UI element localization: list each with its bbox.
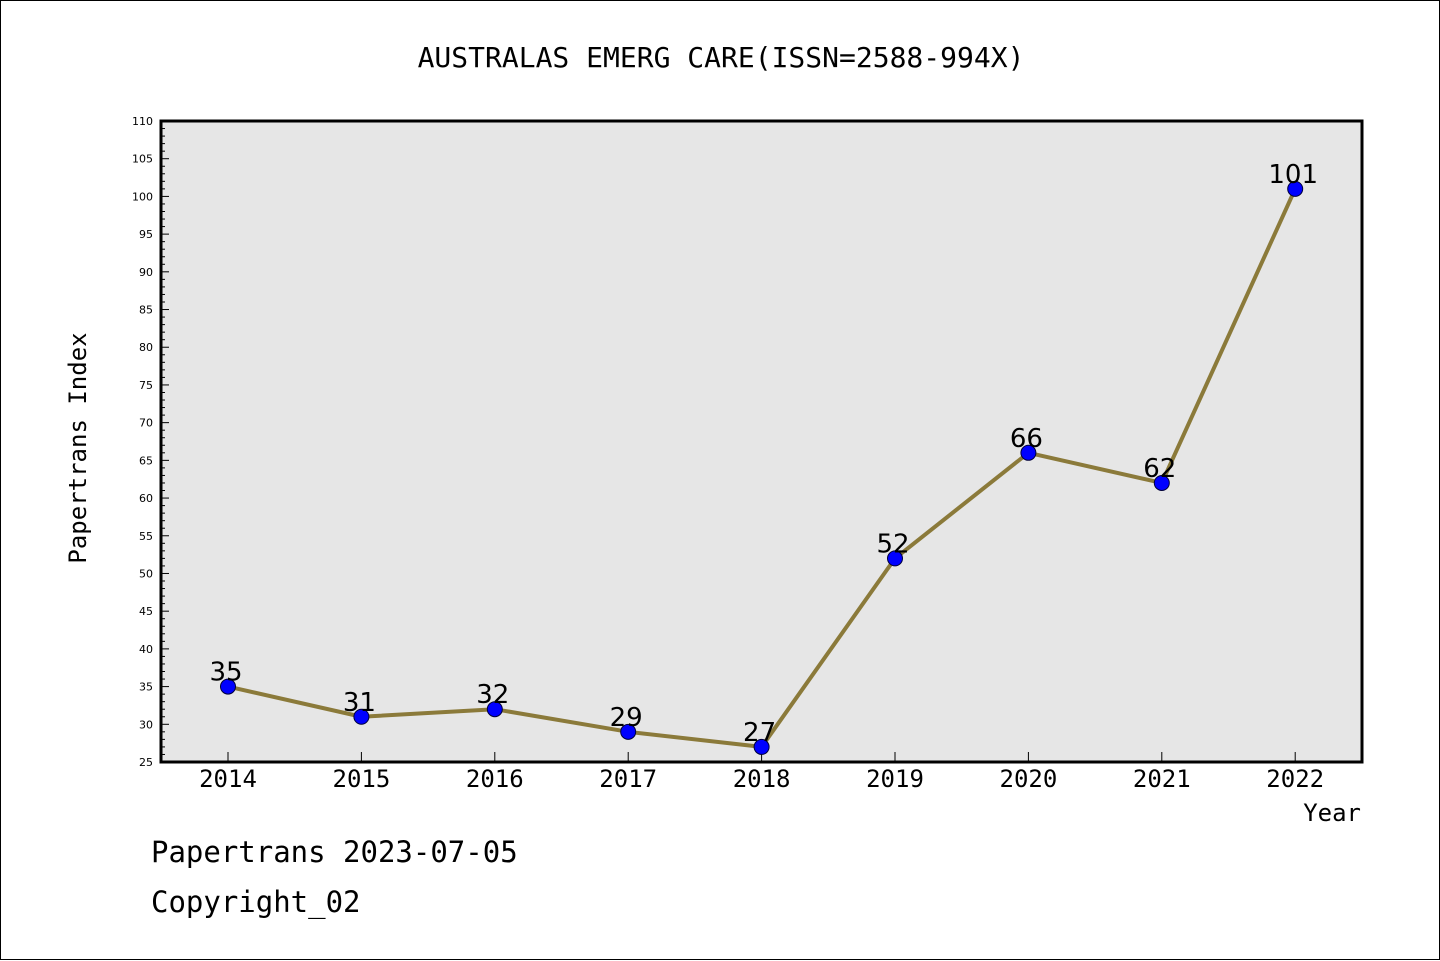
- data-label: 27: [743, 718, 776, 748]
- data-label: 66: [1010, 424, 1043, 454]
- data-point: [220, 678, 236, 695]
- y-tick-label: 70: [139, 417, 153, 430]
- data-label: 31: [343, 688, 376, 718]
- data-label: 32: [476, 680, 509, 710]
- y-tick-label: 50: [139, 567, 153, 580]
- x-tick-label: 2021: [1133, 765, 1191, 793]
- data-label: 35: [209, 658, 242, 688]
- y-tick-label: 30: [139, 718, 153, 731]
- x-tick-label: 2020: [1000, 765, 1058, 793]
- data-label: 29: [610, 703, 643, 733]
- y-tick-label: 90: [139, 266, 153, 279]
- data-point: [486, 701, 503, 718]
- data-point: [887, 550, 903, 567]
- data-label: 52: [876, 529, 909, 559]
- y-tick-label: 25: [139, 756, 153, 769]
- x-tick-label: 2019: [866, 765, 924, 793]
- x-tick-label: 2016: [466, 765, 524, 793]
- footer-copyright: Copyright_02: [151, 885, 361, 919]
- data-point: [1020, 444, 1037, 461]
- y-tick-label: 75: [139, 379, 153, 392]
- y-tick-label: 45: [139, 605, 153, 618]
- y-axis: 25 30 35 40 45 50 55 60 65 70 75 80 85 90 95 100 105 110: [132, 115, 169, 769]
- x-tick-label: 2017: [599, 765, 657, 793]
- data-label: 101: [1268, 160, 1318, 190]
- x-tick-label: 2022: [1266, 765, 1324, 793]
- y-tick-label: 105: [132, 153, 153, 166]
- data-label: 62: [1143, 454, 1176, 484]
- y-tick-label: 55: [139, 530, 153, 543]
- y-tick-label: 60: [139, 492, 153, 505]
- x-tick-label: 2015: [333, 765, 391, 793]
- x-tick-label: 2018: [733, 765, 791, 793]
- data-point: [1287, 180, 1304, 197]
- x-axis: 2014 2015 2016 2017 2018 2019 2020 2021 2022: [199, 752, 1324, 793]
- y-tick-label: 110: [132, 115, 153, 128]
- data-point: [1153, 474, 1170, 491]
- data-point: [753, 738, 770, 755]
- chart-title: AUSTRALAS EMERG CARE(ISSN=2588-994X): [418, 41, 1025, 74]
- y-tick-label: 35: [139, 681, 153, 694]
- y-tick-label: 65: [139, 454, 153, 467]
- y-tick-label: 95: [139, 228, 153, 241]
- plot-area: [159, 119, 1364, 764]
- data-point: [353, 708, 370, 725]
- y-axis-label: Papertrans Index: [64, 332, 92, 563]
- y-tick-label: 80: [139, 341, 153, 354]
- y-tick-label: 40: [139, 643, 153, 656]
- x-tick-label: 2014: [199, 765, 257, 793]
- x-axis-label: Year: [1303, 799, 1361, 827]
- y-tick-label: 100: [132, 190, 153, 203]
- data-point: [620, 723, 637, 740]
- footer-date: Papertrans 2023-07-05: [151, 835, 518, 869]
- series-layer: 35 31 32 29 27 52 66 62 101: [209, 160, 1318, 755]
- y-tick-label: 85: [139, 304, 153, 317]
